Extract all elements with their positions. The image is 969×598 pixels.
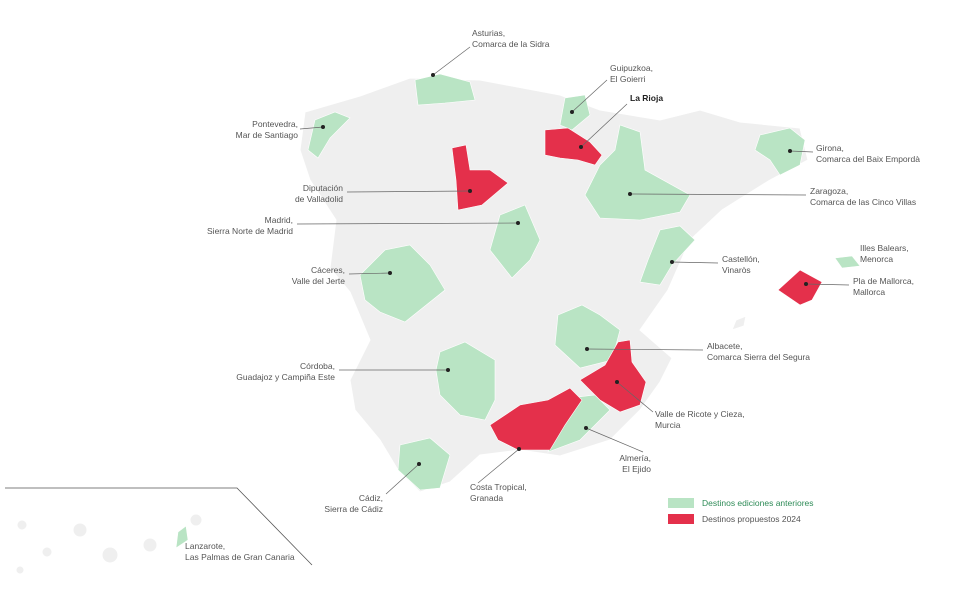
leader-line: [671, 261, 719, 264]
destination-label: Almería, El Ejido: [619, 453, 651, 474]
region-name: Illes Balears,: [860, 243, 909, 253]
leader-line: [296, 222, 519, 225]
region-name: Guipuzkoa,: [610, 63, 653, 73]
destination-label: Castellón, Vinaròs: [722, 254, 760, 275]
region-name: Pla de Mallorca,: [853, 276, 914, 286]
destination-label: Cáceres, Valle del Jerte: [292, 265, 346, 286]
place-name: Valle del Jerte: [292, 276, 346, 286]
region-name: Cádiz,: [359, 493, 383, 503]
leader-line: [299, 126, 324, 130]
region-name: Lanzarote,: [185, 541, 225, 551]
destination-label: Costa Tropical, Granada: [470, 482, 527, 503]
marker-dot: [431, 73, 435, 77]
place-name: Las Palmas de Gran Canaria: [185, 552, 295, 562]
legend: Destinos ediciones anteriores Destinos pr…: [668, 498, 814, 524]
marker-dot: [388, 271, 392, 275]
destination-label: Diputación de Valladolid: [295, 183, 343, 204]
marker-dot: [615, 380, 619, 384]
leader-line: [629, 193, 807, 196]
proposed-destinations: [451, 127, 823, 451]
leader-line: [789, 150, 814, 153]
destination-label: Girona, Comarca del Baix Empordà: [816, 143, 920, 164]
destination-label: Albacete, Comarca Sierra del Segura: [707, 341, 810, 362]
legend-label: Destinos ediciones anteriores: [702, 498, 814, 508]
marker-dot: [570, 110, 574, 114]
marker-dot: [446, 368, 450, 372]
destination-label: Zaragoza, Comarca de las Cinco Villas: [810, 186, 916, 207]
region-name: Castellón,: [722, 254, 760, 264]
place-name: La Rioja: [630, 93, 663, 103]
previous-destinations: [175, 73, 861, 549]
place-name: Menorca: [860, 254, 893, 264]
leader-line: [805, 283, 850, 286]
region-name: Diputación: [303, 183, 343, 193]
place-name: El Ejido: [622, 464, 651, 474]
place-name: de Valladolid: [295, 194, 343, 204]
place-name: Sierra de Cádiz: [324, 504, 383, 514]
marker-dot: [417, 462, 421, 466]
destination-label: Córdoba, Guadajoz y Campiña Este: [236, 361, 335, 382]
region-name: Girona,: [816, 143, 844, 153]
region-name: Valle de Ricote y Cieza,: [655, 409, 745, 419]
destination-label: Valle de Ricote y Cieza, Murcia: [655, 409, 745, 430]
region-name: Madrid,: [265, 215, 293, 225]
marker-dot: [468, 189, 472, 193]
place-name: Vinaròs: [722, 265, 751, 275]
marker-dot: [579, 145, 583, 149]
place-name: Granada: [470, 493, 503, 503]
marker-dot: [670, 260, 674, 264]
place-name: Murcia: [655, 420, 681, 430]
region-name: Cáceres,: [311, 265, 345, 275]
leader-line: [348, 272, 391, 275]
place-name: Comarca de las Cinco Villas: [810, 197, 916, 207]
region-name: Asturias,: [472, 28, 505, 38]
marker-dot: [585, 347, 589, 351]
legend-label: Destinos propuestos 2024: [702, 514, 801, 524]
marker-dot: [804, 282, 808, 286]
leader-line: [385, 463, 420, 495]
marker-dot: [584, 426, 588, 430]
leader-line: [432, 46, 471, 76]
land: [5, 77, 809, 575]
region-name: Pontevedra,: [252, 119, 298, 129]
marker-dot: [321, 125, 325, 129]
leader-line: [346, 190, 471, 193]
marker-dot: [628, 192, 632, 196]
legend-swatch: [668, 498, 694, 508]
place-name: Guadajoz y Campiña Este: [236, 372, 335, 382]
region-name: Almería,: [619, 453, 651, 463]
place-name: Mallorca: [853, 287, 885, 297]
destination-label: Asturias, Comarca de la Sidra: [472, 28, 550, 49]
place-name: Comarca de la Sidra: [472, 39, 550, 49]
region-name: Zaragoza,: [810, 186, 848, 196]
marker-dot: [516, 221, 520, 225]
region-name: Córdoba,: [300, 361, 335, 371]
region-name: Albacete,: [707, 341, 742, 351]
marker-dot: [517, 447, 521, 451]
marker-dot: [788, 149, 792, 153]
place-name: Mar de Santiago: [236, 130, 299, 140]
destination-label: Lanzarote, Las Palmas de Gran Canaria: [185, 541, 295, 562]
leader-line: [586, 348, 704, 351]
place-name: Comarca Sierra del Segura: [707, 352, 810, 362]
leader-line: [585, 427, 644, 453]
destination-label: Guipuzkoa, El Goierri: [610, 63, 653, 84]
place-name: Sierra Norte de Madrid: [207, 226, 293, 236]
destination-label: Madrid, Sierra Norte de Madrid: [207, 215, 293, 236]
destination-label: Cádiz, Sierra de Cádiz: [324, 493, 383, 514]
destination-label: La Rioja: [630, 93, 663, 103]
destination-label: Pla de Mallorca, Mallorca: [853, 276, 914, 297]
place-name: El Goierri: [610, 74, 646, 84]
region-name: Costa Tropical,: [470, 482, 527, 492]
place-name: Comarca del Baix Empordà: [816, 154, 920, 164]
leader-line: [580, 103, 628, 148]
legend-swatch: [668, 514, 694, 524]
leader-line: [616, 381, 654, 413]
destination-label: Pontevedra, Mar de Santiago: [236, 119, 299, 140]
leader-line: [477, 448, 520, 484]
destination-label: Illes Balears, Menorca: [860, 243, 909, 264]
leader-line: [571, 79, 608, 113]
